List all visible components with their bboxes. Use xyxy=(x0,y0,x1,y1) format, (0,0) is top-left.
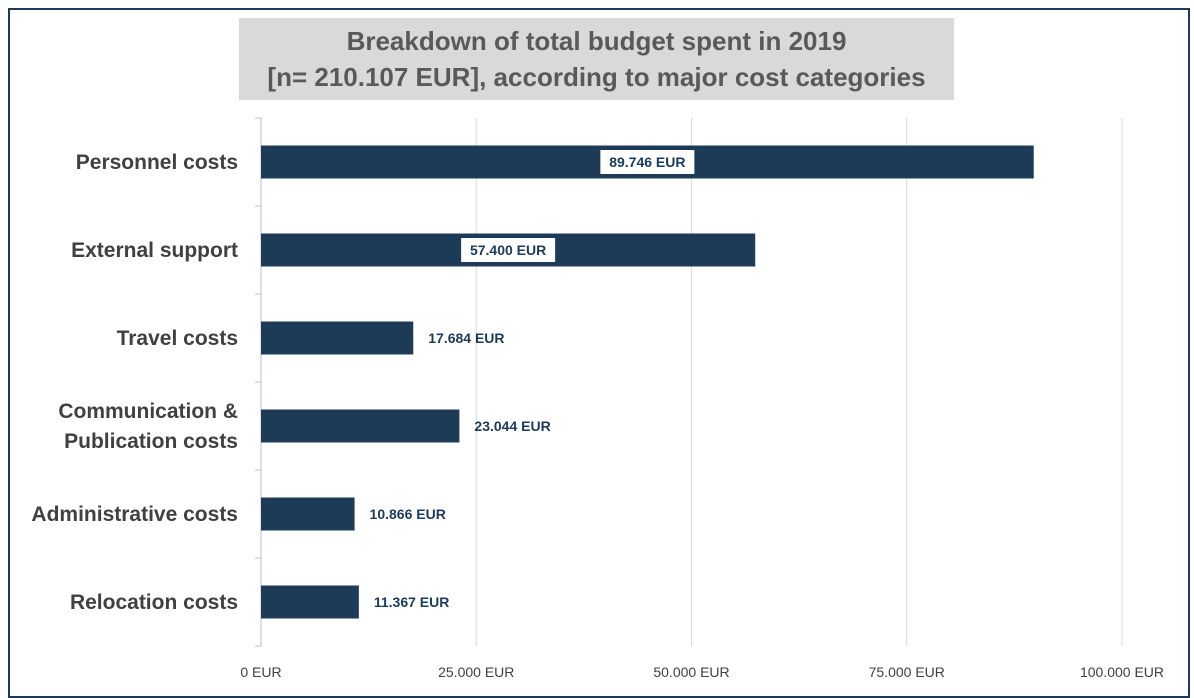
chart-frame xyxy=(8,8,1190,698)
chart-title: Breakdown of total budget spent in 2019 … xyxy=(239,18,954,100)
bar xyxy=(261,585,359,619)
chart-title-line-2: [n= 210.107 EUR], according to major cos… xyxy=(267,62,926,92)
x-tick-label: 100.000 EUR xyxy=(1080,664,1164,680)
data-label-box xyxy=(600,150,695,174)
category-label: Relocation costs xyxy=(70,591,238,614)
bar xyxy=(261,321,414,355)
x-tick-label: 25.000 EUR xyxy=(438,664,514,680)
category-label: Publication costs xyxy=(64,430,238,453)
bar xyxy=(261,409,460,443)
data-label: 23.044 EUR xyxy=(474,418,550,434)
bar xyxy=(261,497,355,531)
data-label: 10.866 EUR xyxy=(370,506,446,522)
data-label: 17.684 EUR xyxy=(428,330,504,346)
chart-title-line-1: Breakdown of total budget spent in 2019 xyxy=(346,26,847,56)
category-label: External support xyxy=(71,239,238,262)
x-tick-label: 75.000 EUR xyxy=(869,664,945,680)
x-tick-label: 50.000 EUR xyxy=(653,664,729,680)
category-label: Communication & xyxy=(58,400,238,423)
category-label: Personnel costs xyxy=(76,151,238,174)
category-label: Travel costs xyxy=(117,327,238,350)
data-label: 89.746 EUR xyxy=(609,154,685,170)
data-label-box xyxy=(461,238,556,262)
data-label: 57.400 EUR xyxy=(470,242,546,258)
category-label: Administrative costs xyxy=(31,503,238,526)
x-tick-label: 0 EUR xyxy=(240,664,281,680)
data-label: 11.367 EUR xyxy=(374,594,450,610)
